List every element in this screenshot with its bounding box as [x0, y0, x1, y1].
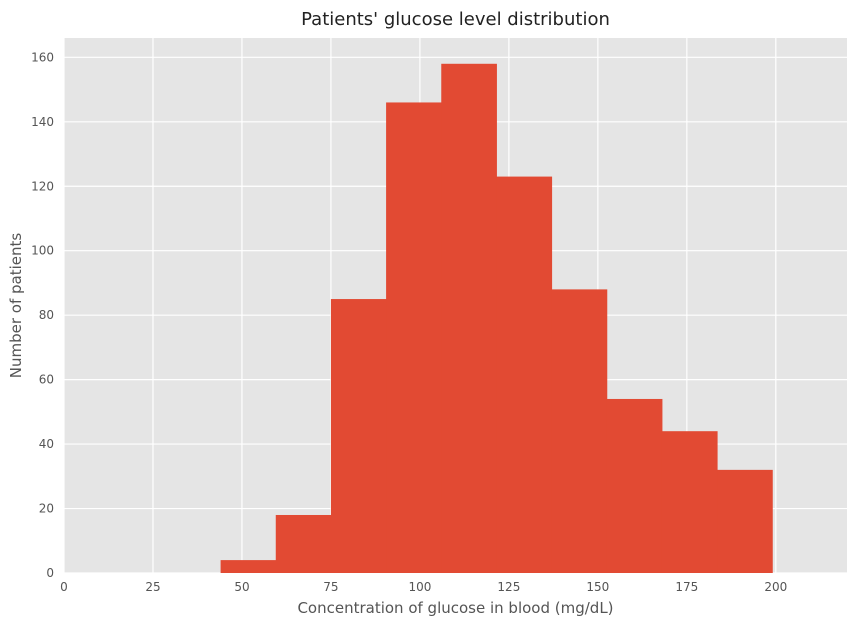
x-tick-label: 150	[586, 580, 609, 594]
x-tick-label: 50	[234, 580, 249, 594]
histogram-bars	[220, 63, 773, 574]
y-tick-label: 80	[39, 308, 54, 322]
histogram-bar	[275, 514, 332, 573]
histogram-bar	[330, 299, 387, 573]
x-tick-label: 125	[497, 580, 520, 594]
y-tick-label: 140	[31, 115, 54, 129]
y-tick-label: 40	[39, 437, 54, 451]
y-tick-label: 100	[31, 244, 54, 258]
histogram-bar	[717, 469, 773, 573]
histogram-bar	[551, 289, 608, 573]
histogram-bar	[661, 431, 718, 573]
y-tick-label: 20	[39, 502, 54, 516]
x-tick-label: 100	[408, 580, 431, 594]
y-tick-label: 60	[39, 373, 54, 387]
x-tick-label: 175	[675, 580, 698, 594]
x-axis-ticks: 0 25 50 75 100 125 150 175 200	[60, 580, 787, 594]
y-axis-label: Number of patients	[7, 233, 25, 379]
histogram-bar	[220, 560, 277, 573]
x-tick-label: 25	[145, 580, 160, 594]
x-tick-label: 75	[323, 580, 338, 594]
y-tick-label: 0	[46, 566, 54, 580]
y-tick-label: 120	[31, 179, 54, 193]
x-tick-label: 200	[764, 580, 787, 594]
histogram-bar	[606, 398, 663, 573]
chart-title: Patients' glucose level distribution	[301, 9, 610, 30]
x-axis-label: Concentration of glucose in blood (mg/dL…	[297, 599, 613, 617]
histogram-bar	[496, 176, 553, 573]
y-axis-ticks: 0 20 40 60 80 100 120 140 160	[31, 50, 54, 580]
histogram-bar	[441, 63, 497, 573]
y-tick-label: 160	[31, 50, 54, 64]
histogram-bar	[386, 102, 442, 574]
x-tick-label: 0	[60, 580, 68, 594]
